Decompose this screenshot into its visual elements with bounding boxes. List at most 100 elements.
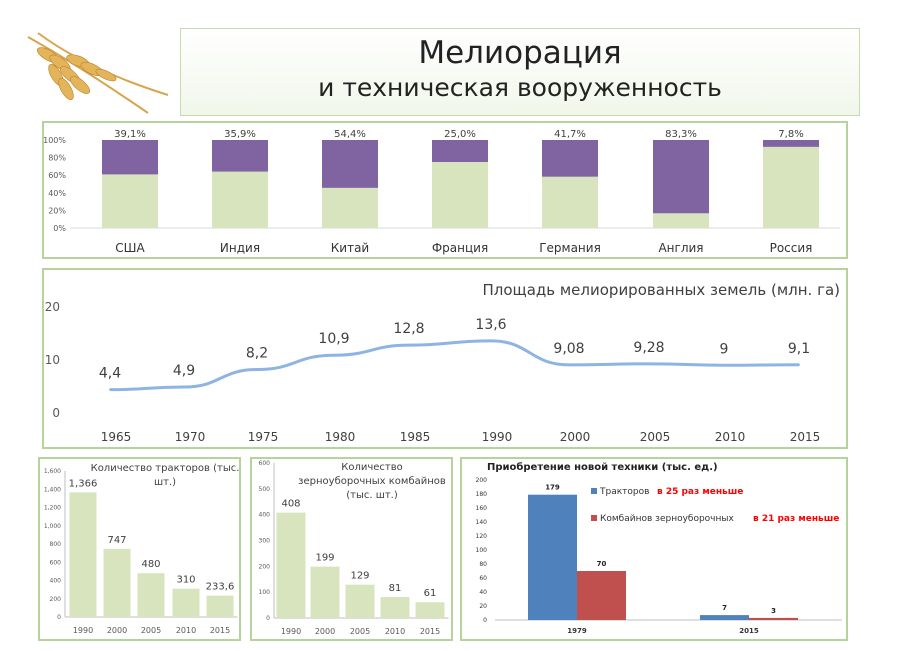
y-tick-label: 0% (53, 224, 66, 233)
data-label: 9,28 (633, 340, 664, 356)
title-line-2: и техническая вооруженность (318, 73, 722, 102)
bar-lower-segment (542, 176, 598, 228)
y-tick-label: 300 (259, 538, 271, 545)
category-label: Китай (331, 241, 369, 255)
y-tick-label: 40 (479, 589, 487, 596)
y-tick-label: 80 (479, 561, 487, 568)
y-tick-label: 600 (50, 559, 62, 566)
bar-upper-segment (763, 140, 819, 147)
chart-title-line: (тыс. шт.) (346, 490, 398, 501)
data-label: 61 (424, 588, 437, 599)
y-tick-label: 80% (48, 154, 66, 163)
x-tick-label: 1990 (482, 430, 513, 444)
bar-lower-segment (432, 162, 488, 228)
y-tick-label: 600 (259, 460, 271, 467)
slide-title: Мелиорация и техническая вооруженность (180, 28, 860, 116)
y-tick-label: 60% (48, 171, 66, 180)
bar (137, 573, 165, 617)
data-label: 10,9 (318, 331, 349, 347)
data-label: 13,6 (475, 317, 506, 333)
bar-upper-segment (322, 140, 378, 188)
bar (276, 512, 306, 618)
data-label: 9 (720, 341, 729, 357)
bar-upper-segment (542, 140, 598, 177)
data-label: 81 (389, 583, 402, 594)
category-label: Индия (220, 241, 260, 255)
bar-lower-segment (653, 213, 709, 228)
data-label: 54,4% (334, 129, 366, 140)
x-tick-label: 2015 (420, 627, 440, 636)
new-equipment-chart-panel (460, 457, 848, 641)
data-label: 4,9 (173, 363, 195, 379)
x-tick-label: 2005 (141, 626, 161, 635)
bar (69, 492, 97, 617)
x-tick-label: 2000 (315, 627, 335, 636)
data-label: 9,08 (553, 341, 584, 357)
category-label: Англия (658, 241, 703, 255)
data-label: 480 (141, 559, 160, 570)
bar (528, 494, 577, 620)
data-point (723, 364, 725, 367)
x-tick-label: 2010 (715, 430, 746, 444)
y-tick-label: 20 (479, 603, 487, 610)
irrigated-area-chart-panel (42, 268, 848, 449)
y-tick-label: 0 (483, 617, 487, 624)
x-tick-label: 2015 (790, 430, 821, 444)
data-label: 129 (350, 571, 369, 582)
y-tick-label: 0 (266, 615, 270, 622)
data-label: 9,1 (788, 341, 810, 357)
data-point (333, 354, 335, 357)
x-tick-label: 1990 (281, 627, 301, 636)
legend-note: в 21 раз меньше (753, 514, 839, 524)
y-tick-label: 400 (259, 512, 271, 519)
data-label: 199 (315, 553, 334, 564)
y-tick-label: 10 (45, 353, 60, 367)
data-label: 70 (597, 560, 607, 568)
legend-swatch (591, 488, 597, 494)
chart-title-line: зерноуборочных комбайнов (298, 476, 446, 487)
data-label: 310 (176, 575, 195, 586)
y-tick-label: 20 (45, 300, 60, 314)
data-label: 12,8 (393, 321, 424, 337)
bar (103, 548, 131, 617)
y-tick-label: 60 (479, 575, 487, 582)
wheat-icon (27, 32, 169, 114)
x-tick-label: 2015 (739, 627, 759, 635)
bar (172, 588, 200, 617)
y-tick-label: 0 (52, 406, 60, 420)
data-label: 39,1% (114, 129, 146, 140)
bar (310, 566, 340, 618)
x-tick-label: 1990 (73, 626, 93, 635)
y-tick-label: 200 (259, 563, 271, 570)
data-label: 3 (771, 607, 776, 615)
bar (577, 571, 626, 620)
data-label: 4,4 (99, 366, 121, 382)
x-tick-label: 1985 (400, 430, 431, 444)
data-label: 35,9% (224, 129, 256, 140)
bar-lower-segment (322, 187, 378, 228)
data-label: 83,3% (665, 129, 697, 140)
data-point (568, 363, 570, 366)
legend-swatch (591, 515, 597, 521)
y-tick-label: 140 (476, 519, 488, 526)
y-tick-label: 20% (48, 206, 66, 215)
bar-upper-segment (653, 140, 709, 214)
x-tick-label: 2000 (560, 430, 591, 444)
data-point (183, 386, 185, 389)
bar-upper-segment (432, 140, 488, 162)
x-tick-label: 1970 (175, 430, 206, 444)
wheat-logo (27, 32, 169, 114)
chart-title: Площадь мелиорированных земель (млн. га) (483, 281, 840, 299)
y-tick-label: 100 (259, 589, 271, 596)
x-tick-label: 1980 (325, 430, 356, 444)
data-label: 8,2 (246, 346, 268, 362)
category-label: США (115, 241, 145, 255)
bar-lower-segment (763, 146, 819, 228)
bar (345, 584, 375, 618)
bar-upper-segment (102, 140, 158, 175)
x-tick-label: 2010 (176, 626, 196, 635)
x-tick-label: 1975 (248, 430, 279, 444)
y-tick-label: 160 (476, 505, 488, 512)
data-point (408, 344, 410, 347)
